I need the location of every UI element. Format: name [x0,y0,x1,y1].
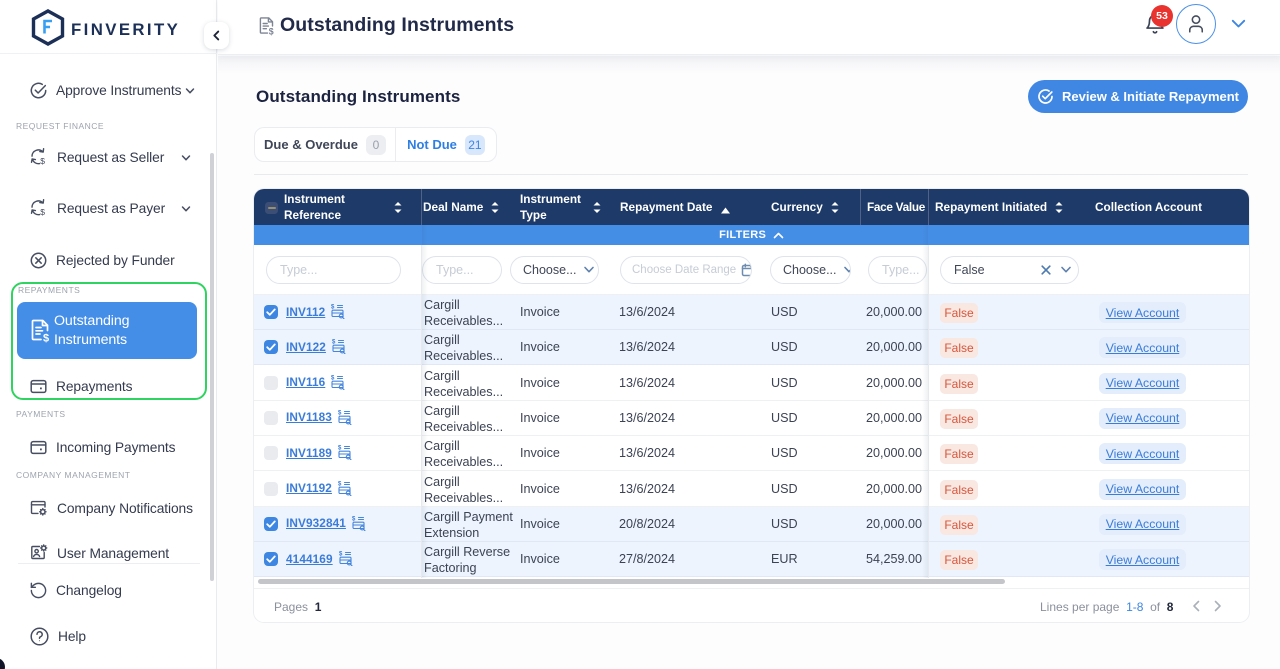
svg-text:$: $ [352,516,356,522]
svg-text:$: $ [338,481,342,487]
svg-text:$: $ [331,305,335,311]
svg-text:$: $ [331,375,335,381]
svg-text:$: $ [339,552,343,558]
svg-text:$: $ [40,207,45,217]
svg-text:$: $ [269,27,274,37]
svg-text:$: $ [332,340,336,346]
svg-text:$: $ [338,446,342,452]
svg-text:$: $ [338,410,342,416]
svg-text:$: $ [43,333,49,345]
svg-text:$: $ [40,156,45,166]
